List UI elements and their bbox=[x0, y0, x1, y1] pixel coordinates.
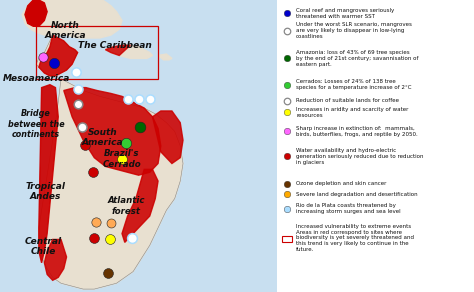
Polygon shape bbox=[158, 54, 172, 60]
Text: Increased vulnerability to extreme events
Areas in red correspond to sites where: Increased vulnerability to extreme event… bbox=[296, 224, 414, 252]
Point bbox=[283, 182, 291, 186]
Text: Water availability and hydro-electric
generation seriously reduced due to reduct: Water availability and hydro-electric ge… bbox=[296, 148, 424, 164]
Text: Under the worst SLR scenario, mangroves
are very likely to disappear in low-lyin: Under the worst SLR scenario, mangroves … bbox=[296, 22, 412, 39]
Text: Brazil's
Cerrado: Brazil's Cerrado bbox=[103, 150, 141, 169]
Text: The Caribbean: The Caribbean bbox=[78, 41, 152, 50]
Text: Mesoamerica: Mesoamerica bbox=[2, 74, 70, 83]
Text: Bridge
between the
continents: Bridge between the continents bbox=[8, 109, 64, 139]
Polygon shape bbox=[122, 169, 158, 242]
Point bbox=[135, 97, 142, 102]
Point bbox=[283, 56, 291, 61]
Point bbox=[81, 142, 88, 147]
Polygon shape bbox=[45, 239, 66, 280]
Point bbox=[118, 157, 126, 161]
Text: Amazonia: loss of 43% of 69 tree species
by the end of 21st century; savannisati: Amazonia: loss of 43% of 69 tree species… bbox=[296, 50, 419, 67]
Point bbox=[73, 69, 80, 74]
Text: Coral reef and mangroves seriously
threatened with warmer SST: Coral reef and mangroves seriously threa… bbox=[296, 8, 394, 18]
Point bbox=[283, 129, 291, 134]
Point bbox=[146, 97, 154, 102]
Point bbox=[78, 125, 86, 129]
Bar bbox=[0, 0, 277, 292]
Point bbox=[124, 97, 131, 102]
Polygon shape bbox=[22, 0, 122, 38]
Point bbox=[283, 206, 291, 211]
Point bbox=[136, 125, 144, 129]
Text: Central
Chile: Central Chile bbox=[25, 237, 62, 256]
Text: Increases in aridity and scarcity of water
resources: Increases in aridity and scarcity of wat… bbox=[296, 107, 409, 118]
Point bbox=[50, 60, 58, 65]
Point bbox=[128, 236, 136, 240]
Point bbox=[106, 237, 113, 242]
Point bbox=[74, 101, 82, 106]
Point bbox=[89, 170, 97, 175]
Point bbox=[122, 141, 130, 145]
Point bbox=[283, 82, 291, 87]
Polygon shape bbox=[153, 111, 183, 164]
Polygon shape bbox=[105, 45, 153, 58]
Point bbox=[91, 236, 98, 240]
Point bbox=[283, 192, 291, 197]
Text: Cerrados: Losses of 24% of 138 tree
species for a temperature increase of 2°C: Cerrados: Losses of 24% of 138 tree spec… bbox=[296, 79, 412, 90]
Point bbox=[92, 220, 100, 224]
Bar bbox=[36, 26, 158, 79]
Point bbox=[74, 87, 82, 91]
Point bbox=[107, 221, 115, 226]
Point bbox=[283, 154, 291, 159]
Text: Ozone depletion and skin cancer: Ozone depletion and skin cancer bbox=[296, 181, 387, 187]
Text: Tropical
Andes: Tropical Andes bbox=[26, 182, 66, 201]
Polygon shape bbox=[36, 35, 78, 76]
Point bbox=[283, 11, 291, 15]
Text: Atlantic
forest: Atlantic forest bbox=[108, 196, 145, 215]
Text: North
America: North America bbox=[45, 21, 86, 40]
Point bbox=[104, 271, 112, 275]
Polygon shape bbox=[25, 0, 47, 26]
Point bbox=[283, 28, 291, 33]
Text: Reduction of suitable lands for coffee: Reduction of suitable lands for coffee bbox=[296, 98, 399, 103]
Point bbox=[283, 98, 291, 103]
Polygon shape bbox=[39, 85, 58, 263]
Text: Severe land degradation and desertification: Severe land degradation and desertificat… bbox=[296, 192, 418, 197]
Polygon shape bbox=[64, 88, 161, 175]
Text: Rio de la Plata coasts threatened by
increasing storm surges and sea level: Rio de la Plata coasts threatened by inc… bbox=[296, 204, 401, 214]
Text: South
America: South America bbox=[82, 128, 123, 147]
Text: Sharp increase in extinction of:  mammals,
birds, butterflies, frogs, and reptil: Sharp increase in extinction of: mammals… bbox=[296, 126, 418, 137]
Polygon shape bbox=[105, 45, 130, 55]
Point bbox=[283, 110, 291, 115]
Bar bbox=[282, 236, 292, 242]
Polygon shape bbox=[39, 79, 183, 289]
Polygon shape bbox=[39, 35, 78, 76]
Point bbox=[39, 55, 47, 59]
